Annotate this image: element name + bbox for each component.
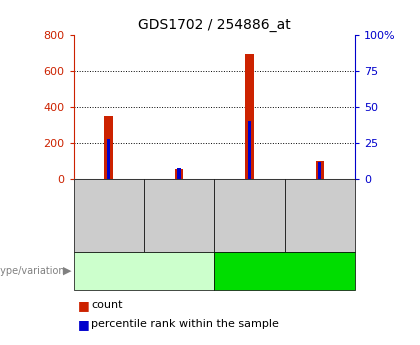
Bar	[318, 162, 321, 179]
Text: phyA phyB double
mutant: phyA phyB double mutant	[237, 260, 332, 282]
Bar	[105, 116, 113, 179]
Text: wild type: wild type	[120, 266, 168, 276]
Bar	[315, 161, 324, 179]
Text: percentile rank within the sample: percentile rank within the sample	[91, 319, 279, 329]
Text: GSM65296: GSM65296	[244, 187, 255, 244]
Text: ▶: ▶	[63, 266, 71, 276]
Bar	[175, 169, 183, 179]
Text: GSM65295: GSM65295	[174, 187, 184, 244]
Text: genotype/variation: genotype/variation	[0, 266, 65, 276]
Text: ■: ■	[78, 299, 89, 312]
Text: ■: ■	[78, 318, 89, 331]
Text: GSM65294: GSM65294	[104, 187, 114, 244]
Text: GSM65297: GSM65297	[315, 187, 325, 244]
Bar	[248, 121, 251, 179]
Title: GDS1702 / 254886_at: GDS1702 / 254886_at	[138, 18, 291, 32]
Bar	[107, 139, 110, 179]
Bar	[177, 168, 181, 179]
Bar	[245, 55, 254, 179]
Text: count: count	[91, 300, 123, 310]
